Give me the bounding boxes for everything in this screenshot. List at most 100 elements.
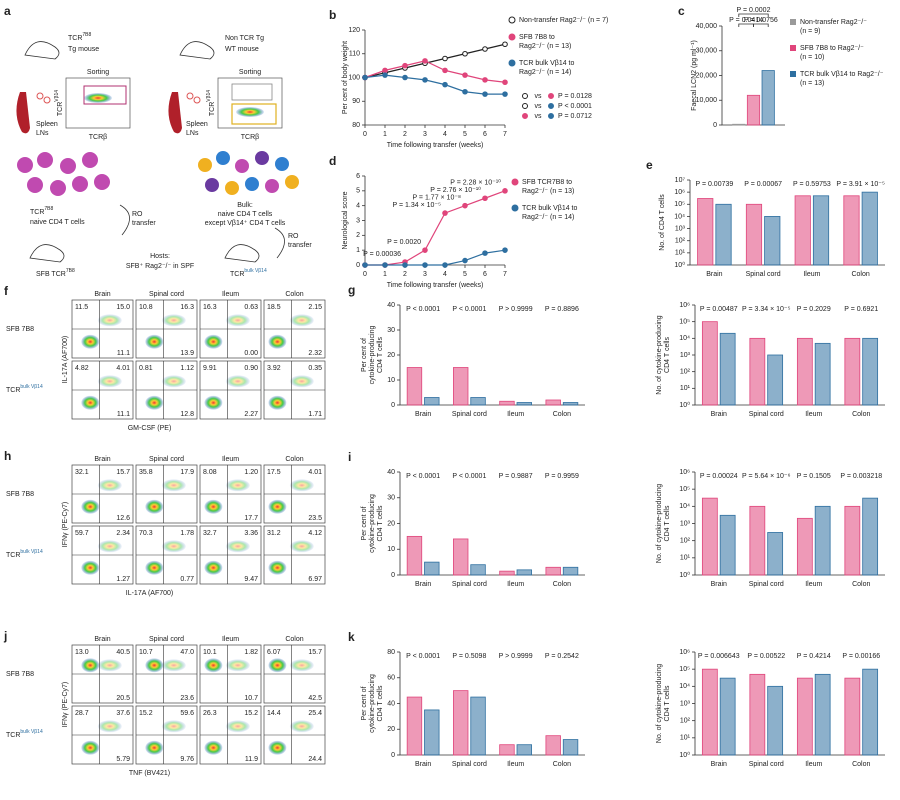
bar xyxy=(814,673,831,756)
bar xyxy=(862,668,879,756)
y-axis-label: CD4 T cells xyxy=(664,337,671,373)
legend-swatch xyxy=(790,19,796,25)
density xyxy=(289,375,314,388)
quadrant-value: 23.6 xyxy=(180,695,194,702)
panel-letter: b xyxy=(329,8,336,22)
y-axis-label: Neurological score xyxy=(342,191,349,249)
legend-label: (n = 13) xyxy=(800,80,824,87)
quadrant-value: 8.08 xyxy=(203,469,217,476)
y-tick-label: 10² xyxy=(680,369,691,376)
bar xyxy=(796,337,813,406)
column-label: Brain xyxy=(94,636,110,643)
density xyxy=(97,720,122,733)
x-tick-label: Ileum xyxy=(507,581,524,588)
y-tick-label: 10⁶ xyxy=(679,469,690,476)
x-tick-label: Spinal cord xyxy=(749,761,784,768)
p-value: P = 0.0128 xyxy=(558,93,592,100)
quadrant-value: 24.4 xyxy=(308,756,322,763)
y-axis-label: No. of cytokine-producing xyxy=(656,484,663,563)
legend-label: SFB 7B8 to Rag2⁻/⁻ xyxy=(800,45,864,52)
density xyxy=(145,740,164,755)
density xyxy=(225,720,250,733)
density xyxy=(289,540,314,553)
point xyxy=(422,247,428,253)
quadrant-value: 59.6 xyxy=(180,710,194,717)
bar xyxy=(745,203,763,266)
panel-letter: d xyxy=(329,154,336,168)
row-label: SFB 7B8 xyxy=(6,491,34,498)
point xyxy=(362,262,368,268)
gate xyxy=(231,83,273,101)
quadrant-value: 3.36 xyxy=(244,530,258,537)
x-tick-label: Ileum xyxy=(805,581,822,588)
density xyxy=(225,375,250,388)
label: Sorting xyxy=(87,69,109,76)
x-tick-label: Brain xyxy=(415,581,431,588)
bar xyxy=(767,354,784,406)
point xyxy=(482,195,488,202)
bar xyxy=(406,367,423,406)
quadrant-value: 4.82 xyxy=(75,365,89,372)
legend-label: Rag2⁻/⁻ (n = 14) xyxy=(519,69,571,76)
column-label: Ileum xyxy=(222,291,239,298)
density xyxy=(204,658,223,673)
row-label: TCRbulk Vβ14 xyxy=(6,549,43,559)
label: 7B8 xyxy=(82,32,91,38)
legend-label: Rag2⁻/⁻ (n = 14) xyxy=(522,214,574,221)
y-tick-label: 80 xyxy=(352,122,360,129)
p-value: P = 0.0002 xyxy=(737,7,771,14)
quadrant-value: 0.90 xyxy=(244,365,258,372)
p-value: P = 5.64 × 10⁻⁶ xyxy=(742,473,791,480)
point xyxy=(422,77,428,83)
density xyxy=(81,334,100,349)
x-tick-label: Ileum xyxy=(805,761,822,768)
label: 7B8 xyxy=(66,268,75,274)
quadrant-value: 15.0 xyxy=(116,304,130,311)
bar xyxy=(545,399,561,406)
y-tick-label: 3 xyxy=(356,217,360,224)
density xyxy=(204,740,223,755)
density xyxy=(81,740,100,755)
label: naive CD4 T cells xyxy=(218,211,273,218)
row-label: bulk Vβ14 xyxy=(20,384,43,390)
axis xyxy=(399,305,585,406)
y-axis-label: Per cent of body weight xyxy=(342,41,349,114)
y-tick-label: 30 xyxy=(387,495,395,502)
row-label: SFB 7B8 xyxy=(6,491,34,498)
bar xyxy=(499,744,515,756)
p-value: P = 0.1505 xyxy=(797,473,831,480)
y-axis-label: IFNγ (PE-Cy7) xyxy=(62,502,69,548)
legend-swatch xyxy=(522,103,528,109)
bar xyxy=(749,505,766,576)
bracket xyxy=(753,23,769,27)
mouse-icon xyxy=(29,244,65,263)
density xyxy=(84,93,112,103)
density xyxy=(145,658,164,673)
sort-plot xyxy=(217,77,283,129)
label: Hosts: xyxy=(150,253,170,260)
quadrant-value: 12.6 xyxy=(116,515,130,522)
density xyxy=(236,107,264,117)
y-tick-label: 0 xyxy=(391,572,395,579)
quadrant-value: 17.9 xyxy=(180,469,194,476)
p-value: P < 0.0001 xyxy=(406,473,440,480)
p-value: P = 0.00067 xyxy=(744,181,782,188)
quadrant-value: 14.4 xyxy=(267,710,281,717)
label: Sorting xyxy=(239,69,261,76)
label: TCRVβ14 xyxy=(206,90,216,116)
p-value: P = 0.003218 xyxy=(840,473,882,480)
y-tick-label: 1 xyxy=(356,247,360,254)
y-tick-label: 100 xyxy=(348,74,360,81)
density xyxy=(268,658,287,673)
bar xyxy=(562,739,579,756)
p-value: P = 0.00487 xyxy=(700,306,738,313)
bar xyxy=(516,569,532,576)
quadrant-value: 5.79 xyxy=(116,756,130,763)
bar xyxy=(562,566,579,576)
series-line xyxy=(364,60,506,83)
p-value: P = 1.34 × 10⁻⁵ xyxy=(392,202,441,209)
legend-swatch xyxy=(548,113,554,119)
density xyxy=(268,740,287,755)
y-tick-label: 40 xyxy=(387,302,395,309)
